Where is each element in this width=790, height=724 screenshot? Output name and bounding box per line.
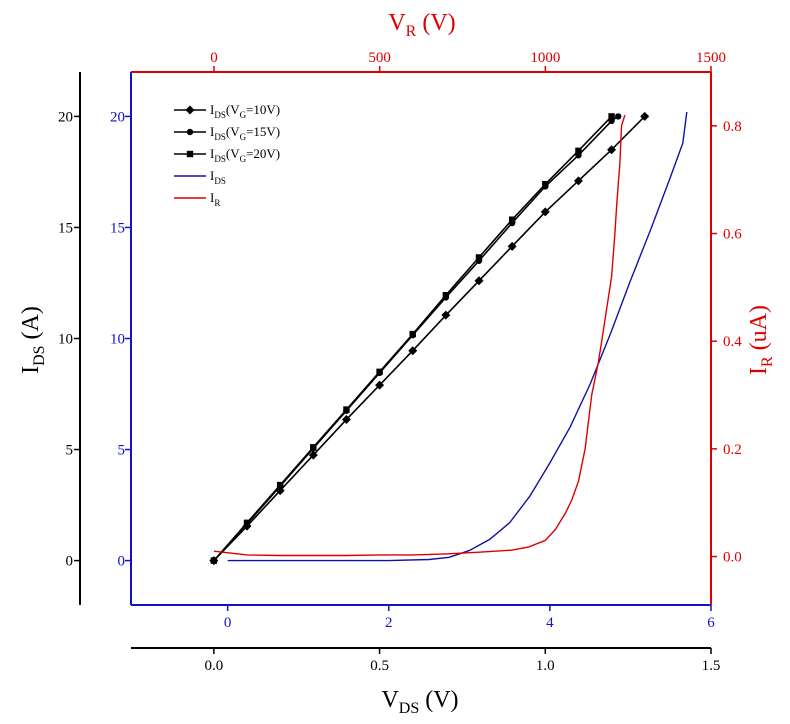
x-axis-title: VDS (V) bbox=[381, 687, 458, 717]
legend-label-IR: IR bbox=[210, 190, 220, 208]
right-tick-label: 0.8 bbox=[723, 119, 742, 135]
bottom-outer-tick-label: 0.0 bbox=[204, 658, 223, 674]
left-outer-tick-label: 20 bbox=[58, 109, 73, 125]
data-point-IDS(VG=10V) bbox=[474, 276, 484, 286]
series-line-IDS(VG=10V) bbox=[213, 115, 646, 562]
right-tick-label: 0.2 bbox=[723, 442, 742, 458]
bottom-outer-tick-label: 1.5 bbox=[702, 658, 721, 674]
left-inner-tick-label: 15 bbox=[110, 220, 125, 236]
bottom-inner-tick-label: 6 bbox=[707, 615, 715, 631]
left-inner-tick-label: 20 bbox=[110, 109, 125, 125]
bottom-inner-tick-label: 4 bbox=[546, 615, 554, 631]
data-point-IDS(VG=10V) bbox=[607, 145, 617, 155]
data-point-IDS(VG=10V) bbox=[408, 346, 418, 356]
data-point-IDS(VG=20V) bbox=[276, 481, 284, 489]
data-point-IDS(VG=10V) bbox=[375, 380, 385, 390]
series-line-IDS bbox=[227, 111, 688, 562]
bottom-outer-tick-label: 1.0 bbox=[536, 658, 555, 674]
bottom-inner-tick-label: 2 bbox=[385, 615, 393, 631]
data-point-IDS(VG=20V) bbox=[376, 368, 383, 376]
top-tick-label: 0 bbox=[210, 50, 218, 66]
data-point-IDS(VG=20V) bbox=[442, 291, 450, 299]
data-point-IDS(VG=20V) bbox=[409, 330, 416, 338]
plot-frame bbox=[79, 71, 712, 649]
data-point-IDS(VG=10V) bbox=[640, 111, 650, 121]
left-outer-tick-label: 5 bbox=[66, 443, 74, 459]
data-point-IDS(VG=20V) bbox=[475, 254, 483, 261]
right-tick-label: 0.0 bbox=[723, 550, 742, 566]
data-point-IDS(VG=20V) bbox=[542, 180, 549, 188]
data-curves bbox=[213, 111, 688, 562]
data-point-IDS(VG=20V) bbox=[210, 557, 218, 564]
left-inner-tick-label: 5 bbox=[118, 443, 126, 459]
legend-label-IDS(VG=20V): IDS(VG=20V) bbox=[210, 146, 280, 164]
data-point-IDS(VG=10V) bbox=[441, 310, 451, 320]
right-tick-label: 0.4 bbox=[723, 334, 742, 350]
legend: IDS(VG=10V) IDS(VG=15V) IDS(VG=20V) IDS IR bbox=[174, 102, 280, 208]
top-axis-title: VR (V) bbox=[388, 10, 455, 40]
data-point-IDS(VG=20V) bbox=[243, 519, 251, 527]
legend-label-IDS(VG=10V): IDS(VG=10V) bbox=[210, 102, 280, 120]
data-point-IDS(VG=20V) bbox=[343, 406, 350, 413]
data-point-IDS(VG=10V) bbox=[507, 241, 517, 251]
legend-marker bbox=[186, 150, 194, 158]
data-markers bbox=[209, 111, 650, 566]
data-point-IDS(VG=10V) bbox=[341, 415, 351, 425]
y-axis-title: IDS (A) bbox=[18, 306, 48, 374]
data-point-IDS(VG=20V) bbox=[310, 444, 317, 451]
data-point-IDS(VG=20V) bbox=[575, 147, 582, 155]
left-inner-tick-label: 10 bbox=[110, 332, 125, 348]
data-point-IDS(VG=20V) bbox=[508, 216, 516, 223]
legend-marker bbox=[186, 128, 194, 136]
legend-label-IDS: IDS bbox=[210, 168, 226, 186]
legend-label-IDS(VG=15V): IDS(VG=15V) bbox=[210, 124, 280, 142]
data-point-IDS(VG=10V) bbox=[540, 207, 550, 217]
data-point-IDS(VG=20V) bbox=[608, 113, 615, 120]
left-inner-tick-label: 0 bbox=[118, 554, 126, 570]
legend-marker bbox=[185, 105, 195, 115]
left-outer-tick-label: 15 bbox=[58, 220, 73, 236]
left-outer-tick-label: 0 bbox=[66, 554, 74, 570]
series-line-IDS(VG=15V) bbox=[213, 115, 619, 562]
axis-titles: VDS (V) VR (V) IDS (A) IR (uA) bbox=[18, 10, 776, 717]
top-tick-label: 1000 bbox=[530, 50, 560, 66]
bottom-outer-tick-label: 0.5 bbox=[370, 658, 389, 674]
top-tick-label: 1500 bbox=[696, 50, 726, 66]
top-tick-label: 500 bbox=[368, 50, 391, 66]
right-axis-title: IR (uA) bbox=[746, 305, 776, 375]
left-outer-tick-label: 10 bbox=[58, 332, 73, 348]
right-tick-label: 0.6 bbox=[723, 227, 742, 243]
data-point-IDS(VG=15V) bbox=[615, 113, 622, 120]
data-point-IDS(VG=10V) bbox=[573, 176, 583, 186]
bottom-inner-tick-label: 0 bbox=[224, 615, 232, 631]
series-line-IR bbox=[213, 114, 626, 557]
data-point-IDS(VG=10V) bbox=[308, 450, 318, 460]
